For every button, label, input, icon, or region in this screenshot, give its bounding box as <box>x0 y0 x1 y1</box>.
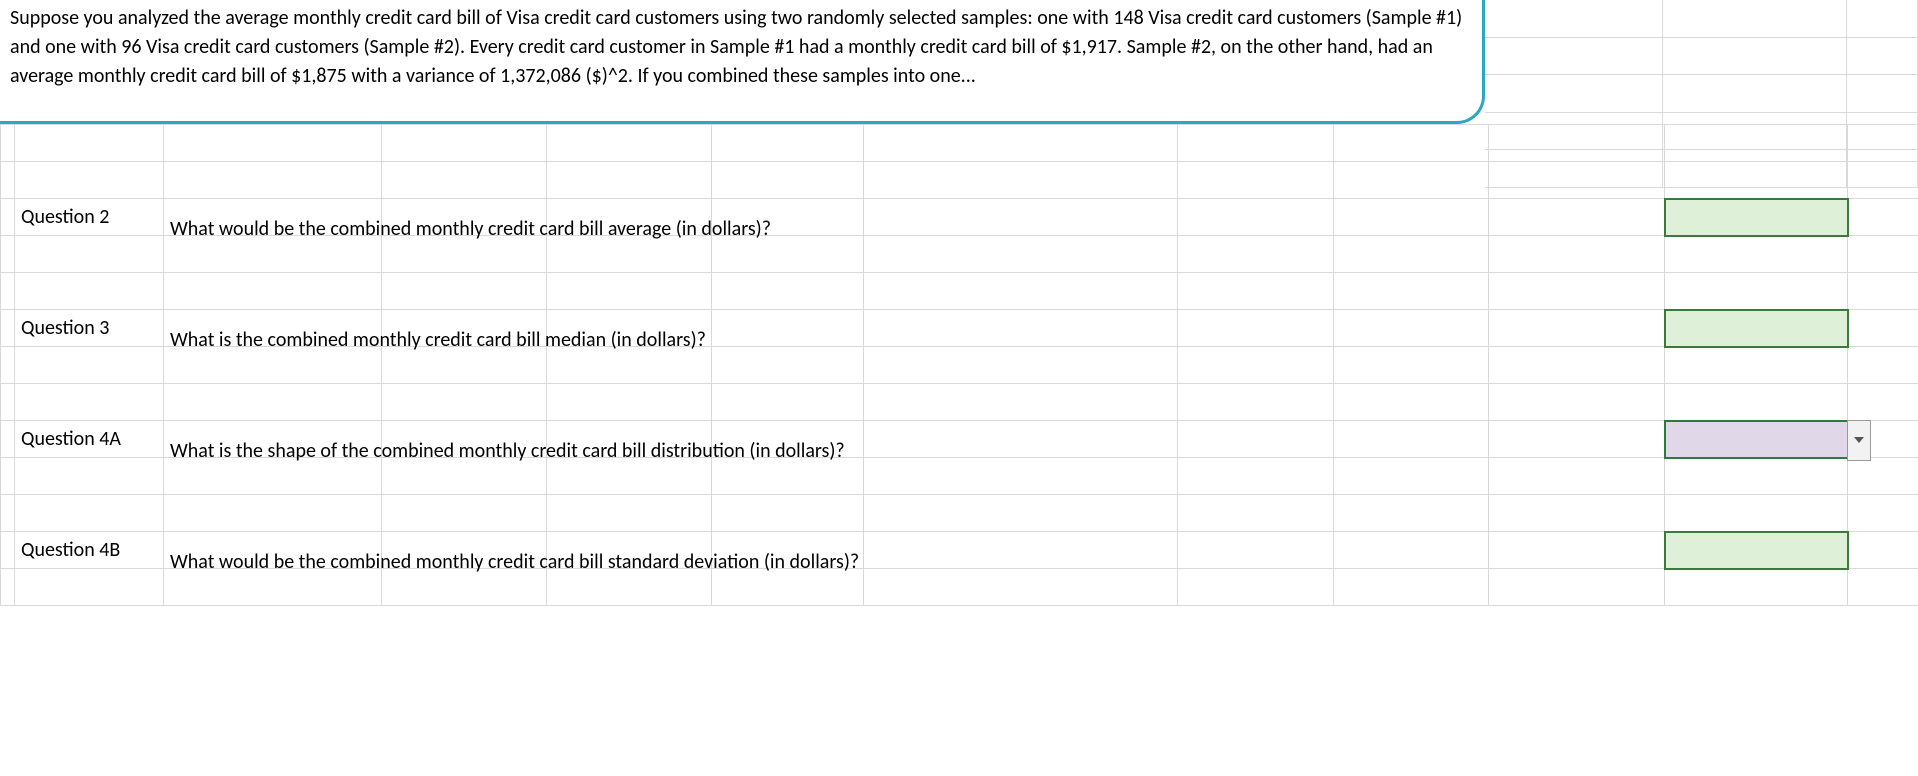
answer-cell-q3[interactable] <box>1665 310 1848 347</box>
question-label: Question 3 <box>15 310 164 347</box>
spreadsheet-grid[interactable]: Question 2 What would be the combined mo… <box>0 124 1918 606</box>
table-row[interactable]: Question 3 What is the combined monthly … <box>1 310 1918 347</box>
table-row[interactable]: Question 4A What is the shape of the com… <box>1 421 1918 458</box>
grid-right-of-prompt <box>1485 0 1918 188</box>
question-text: What is the shape of the combined monthl… <box>170 439 845 463</box>
table-row[interactable] <box>1 384 1918 421</box>
answer-cell-q4b[interactable] <box>1665 532 1848 569</box>
answer-cell-q4a[interactable] <box>1665 421 1848 458</box>
answer-cell-q2[interactable] <box>1665 199 1848 236</box>
problem-prompt: Suppose you analyzed the average monthly… <box>0 0 1485 124</box>
chevron-down-icon <box>1854 437 1864 443</box>
table-row[interactable] <box>1 458 1918 495</box>
prompt-text: Suppose you analyzed the average monthly… <box>10 6 1462 88</box>
dropdown-button[interactable] <box>1847 420 1871 461</box>
question-label: Question 4A <box>15 421 164 458</box>
table-row[interactable] <box>1 569 1918 606</box>
question-label: Question 2 <box>15 199 164 236</box>
table-row[interactable] <box>1 495 1918 532</box>
question-text: What is the combined monthly credit card… <box>170 328 706 352</box>
table-row[interactable] <box>1 347 1918 384</box>
table-row[interactable] <box>1 236 1918 273</box>
question-text: What would be the combined monthly credi… <box>170 217 771 241</box>
question-label: Question 4B <box>15 532 164 569</box>
table-row[interactable]: Question 4B What would be the combined m… <box>1 532 1918 569</box>
table-row[interactable] <box>1 273 1918 310</box>
question-text: What would be the combined monthly credi… <box>170 550 859 574</box>
table-row[interactable]: Question 2 What would be the combined mo… <box>1 199 1918 236</box>
